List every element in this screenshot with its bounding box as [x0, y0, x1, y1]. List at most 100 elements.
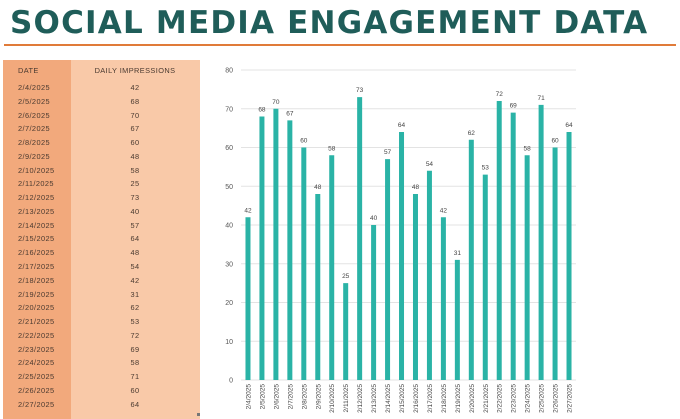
table-cell-date[interactable]: 2/13/2025	[18, 206, 55, 216]
y-tick-label: 80	[225, 68, 233, 75]
x-tick-label: 2/15/2025	[399, 384, 406, 413]
table-cell-date[interactable]: 2/23/2025	[18, 344, 55, 354]
table-cell-date[interactable]: 2/21/2025	[18, 317, 55, 327]
table-cell-impressions[interactable]: 68	[130, 96, 140, 106]
x-tick-label: 2/11/2025	[343, 384, 350, 413]
x-tick-label: 2/20/2025	[469, 384, 476, 413]
table-cell-date[interactable]: 2/22/2025	[18, 330, 55, 340]
table-cell-impressions[interactable]: 53	[130, 317, 140, 327]
table-cell-date[interactable]: 2/5/2025	[18, 96, 50, 106]
bar	[315, 194, 321, 380]
table-cell-date[interactable]: 2/11/2025	[18, 179, 54, 189]
table-cell-impressions[interactable]: 42	[130, 275, 140, 285]
bar-chart: 0 10 20 30 40 50 60 70 80 42 2/4/2025 68 2/5/2025 70 2…	[225, 68, 576, 413]
table-cell-impressions[interactable]: 72	[130, 330, 140, 340]
resize-handle[interactable]	[197, 413, 200, 416]
x-tick-label: 2/23/2025	[511, 384, 518, 413]
table-cell-date[interactable]: 2/19/2025	[18, 289, 55, 299]
table-cell-date[interactable]: 2/4/2025	[18, 83, 50, 92]
table-cell-date[interactable]: 2/9/2025	[18, 151, 50, 161]
bar	[412, 194, 418, 380]
table-cell-date[interactable]: 2/17/2025	[18, 262, 55, 271]
bar	[245, 217, 251, 380]
bar	[329, 155, 335, 380]
x-tick-label: 2/18/2025	[441, 384, 448, 413]
table-cell-date[interactable]: 2/15/2025	[18, 234, 55, 244]
bar-data-label: 71	[537, 95, 545, 102]
x-tick-label: 2/27/2025	[567, 384, 574, 413]
bar	[552, 147, 558, 380]
date-column-header[interactable]: DATE	[18, 66, 39, 75]
x-tick-label: 2/17/2025	[427, 384, 434, 413]
bar-data-label: 62	[468, 130, 476, 137]
bar	[273, 108, 279, 380]
bar	[440, 217, 446, 380]
bar	[385, 159, 391, 380]
bar-data-label: 48	[314, 184, 322, 191]
table-cell-impressions[interactable]: 58	[130, 165, 140, 175]
table-cell-impressions[interactable]: 54	[130, 262, 140, 271]
table-cell-date[interactable]: 2/14/2025	[18, 220, 55, 230]
bar	[482, 174, 488, 380]
table-cell-impressions[interactable]: 64	[130, 234, 140, 244]
table-cell-impressions[interactable]: 67	[130, 124, 140, 134]
date-column-background	[3, 60, 71, 419]
bar-data-label: 69	[510, 103, 518, 110]
table-cell-impressions[interactable]: 60	[130, 385, 140, 395]
table-cell-impressions[interactable]: 60	[130, 138, 140, 148]
bar-data-label: 58	[524, 145, 532, 152]
y-tick-label: 0	[229, 378, 233, 385]
title-underline	[4, 44, 676, 46]
table-cell-date[interactable]: 2/18/2025	[18, 275, 55, 285]
table-cell-impressions[interactable]: 42	[130, 83, 140, 92]
table-cell-impressions[interactable]: 48	[130, 151, 140, 161]
table-cell-date[interactable]: 2/27/2025	[18, 399, 55, 409]
table-cell-date[interactable]: 2/25/2025	[18, 372, 55, 382]
bar	[343, 283, 349, 380]
table-cell-date[interactable]: 2/6/2025	[18, 110, 50, 120]
x-tick-label: 2/13/2025	[371, 384, 378, 413]
table-cell-impressions[interactable]: 71	[130, 372, 140, 382]
x-tick-label: 2/24/2025	[525, 384, 532, 413]
table-cell-impressions[interactable]: 62	[130, 303, 140, 313]
bar	[399, 132, 405, 380]
table-cell-impressions[interactable]: 70	[130, 110, 140, 120]
table-cell-date[interactable]: 2/7/2025	[18, 124, 50, 134]
table-cell-date[interactable]: 2/8/2025	[18, 138, 50, 148]
table-cell-impressions[interactable]: 48	[130, 248, 140, 258]
bar-data-label: 57	[384, 149, 392, 156]
impressions-column-header[interactable]: DAILY IMPRESSIONS	[94, 66, 176, 75]
y-tick-label: 30	[225, 261, 233, 268]
bar-data-label: 48	[412, 184, 420, 191]
table-cell-impressions[interactable]: 40	[130, 206, 140, 216]
table-cell-impressions[interactable]: 58	[130, 358, 140, 368]
bar	[468, 139, 474, 380]
bar	[538, 104, 544, 380]
table-cell-date[interactable]: 2/26/2025	[18, 385, 55, 395]
table-cell-date[interactable]: 2/24/2025	[18, 358, 55, 368]
table-cell-date[interactable]: 2/16/2025	[18, 248, 55, 258]
bar-data-label: 54	[426, 161, 434, 168]
table-cell-date[interactable]: 2/12/2025	[18, 193, 55, 203]
table-cell-impressions[interactable]: 57	[130, 220, 140, 230]
bar-data-label: 60	[300, 138, 308, 145]
bar-data-label: 64	[398, 122, 406, 129]
table-cell-impressions[interactable]: 69	[130, 344, 140, 354]
table-cell-impressions[interactable]: 73	[130, 193, 140, 203]
table-cell-impressions[interactable]: 64	[130, 399, 140, 409]
x-tick-label: 2/7/2025	[287, 384, 294, 410]
bar	[371, 225, 377, 380]
table-cell-date[interactable]: 2/20/2025	[18, 303, 55, 313]
table-cell-impressions[interactable]: 31	[130, 289, 140, 299]
y-tick-label: 70	[225, 106, 233, 113]
bar	[496, 101, 502, 380]
table-cell-date[interactable]: 2/10/2025	[18, 165, 55, 175]
x-tick-label: 2/12/2025	[357, 384, 364, 413]
y-tick-label: 10	[225, 339, 233, 346]
bar	[510, 112, 516, 380]
x-tick-label: 2/6/2025	[273, 384, 280, 410]
table-cell-impressions[interactable]: 25	[130, 179, 140, 189]
bar	[524, 155, 530, 380]
bar-data-label: 42	[244, 207, 252, 214]
page-title: SOCIAL MEDIA ENGAGEMENT DATA	[10, 5, 649, 41]
